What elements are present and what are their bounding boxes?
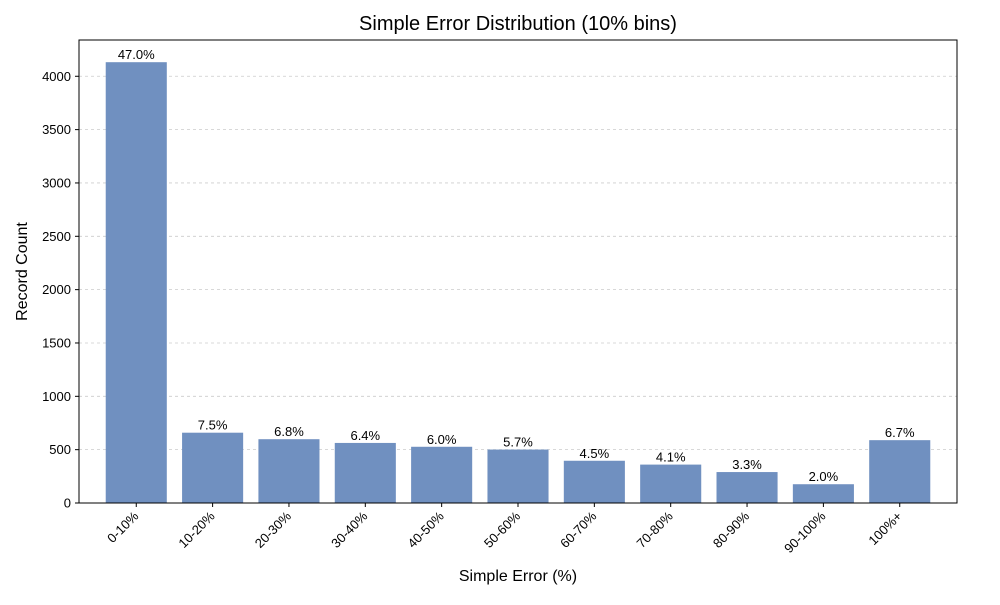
y-tick-label: 0 [64,496,71,511]
x-tick-label: 90-100% [781,508,829,556]
y-tick-label: 3000 [42,175,71,190]
bar-40-50% [411,446,473,503]
bar-30-40% [334,442,396,503]
data-label: 3.3% [732,457,762,472]
x-tick-label: 100%+ [865,509,904,548]
bar-80-90% [716,472,778,503]
y-tick-label: 1500 [42,335,71,350]
bar-90-100% [792,484,854,503]
bar-20-30% [258,439,320,503]
data-label: 4.5% [580,446,610,461]
x-axis: 0-10% 10-20% 20-30% 30-40% 40-50% 50-60% 60-70… [104,503,905,556]
data-label: 4.1% [656,450,686,465]
grid-lines [79,75,957,451]
bar-70-80% [640,464,702,503]
x-tick-label: 60-70% [557,508,600,551]
chart-title: Simple Error Distribution (10% bins) [359,13,677,35]
data-label: 6.0% [427,432,457,447]
y-tick-label: 1000 [42,389,71,404]
y-tick-label: 4000 [42,69,71,84]
y-axis: 0 500 1000 1500 2000 2500 3000 3500 4000 [42,69,79,511]
data-label: 6.8% [274,424,304,439]
x-tick-label: 0-10% [104,508,141,545]
data-label: 6.7% [885,425,915,440]
bar-100%+ [869,440,931,503]
bars [105,62,931,504]
y-tick-label: 2500 [42,229,71,244]
data-label: 2.0% [809,469,839,484]
x-tick-label: 40-50% [404,508,447,551]
y-tick-label: 500 [49,442,71,457]
data-label: 7.5% [198,418,228,433]
x-tick-label: 10-20% [175,508,218,551]
x-tick-label: 50-60% [481,508,524,551]
bar-50-60% [487,449,549,503]
data-label: 47.0% [118,47,155,62]
data-label: 5.7% [503,435,533,450]
bar-10-20% [182,432,244,503]
data-labels: 47.0% 7.5% 6.8% 6.4% 6.0% 5.7% 4.5% 4.1% 3.3% 2.0… [118,47,915,484]
y-axis-label: Record Count [14,222,31,321]
x-tick-label: 80-90% [710,508,753,551]
x-tick-label: 30-40% [328,508,371,551]
bar-0-10% [105,62,167,504]
data-label: 6.4% [350,428,380,443]
x-axis-label: Simple Error (%) [459,568,577,585]
x-tick-label: 20-30% [252,508,295,551]
y-tick-label: 3500 [42,122,71,137]
x-tick-label: 70-80% [634,508,677,551]
plot-frame [78,39,958,504]
y-tick-label: 2000 [42,282,71,297]
bar-60-70% [563,460,625,503]
